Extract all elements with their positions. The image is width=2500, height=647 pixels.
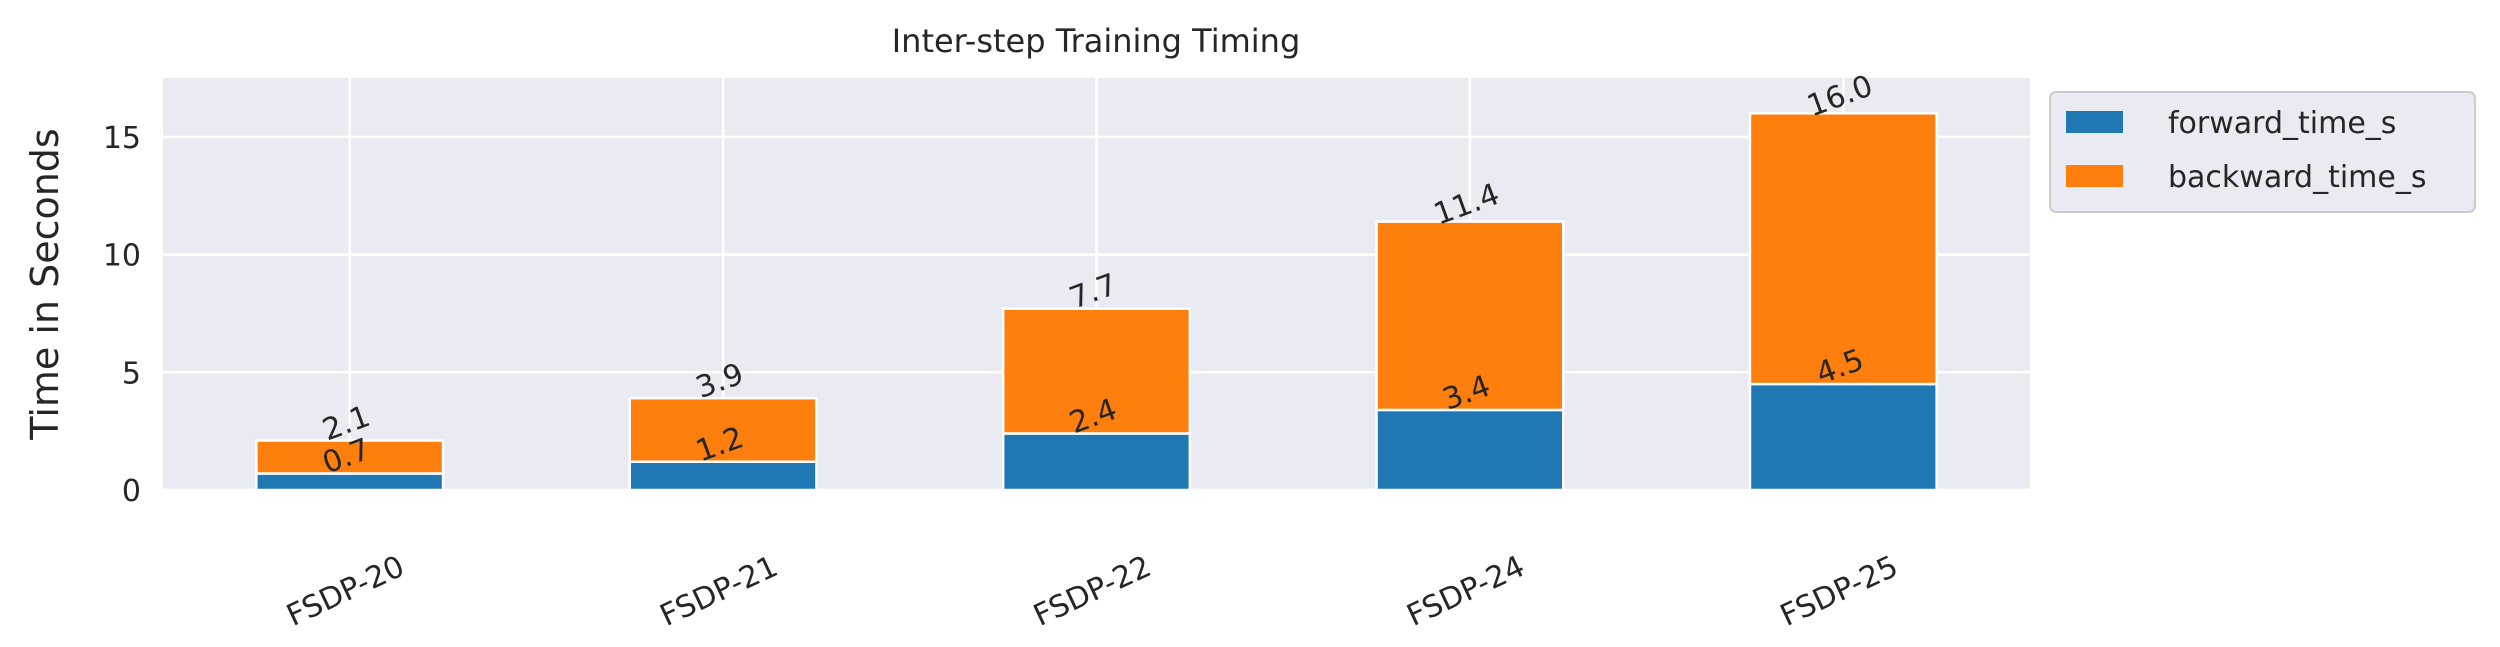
y-tick-label: 0 [122, 474, 141, 509]
bar-forward-time-s [1001, 432, 1192, 492]
chart-title: Inter-step Training Timing [892, 22, 1301, 60]
bars [255, 112, 1938, 492]
bar-backward-time-s [255, 439, 445, 475]
legend-swatch-forward [2066, 111, 2123, 133]
y-axis-label: Time in Seconds [23, 128, 67, 440]
legend-swatch-backward [2066, 165, 2123, 187]
x-axis-ticks: FSDP-20 FSDP-21 FSDP-22 FSDP-24 FSDP-25 [282, 549, 1904, 634]
legend-label-backward: backward_time_s [2168, 160, 2426, 195]
bar-forward-time-s [255, 472, 445, 492]
x-tick-label: FSDP-24 [1402, 549, 1530, 634]
y-tick-label: 10 [103, 239, 141, 274]
legend-label-forward: forward_time_s [2168, 106, 2396, 141]
bar-forward-time-s [1375, 408, 1565, 492]
bar-forward-time-s [1748, 382, 1938, 492]
bar-backward-time-s [1748, 112, 1938, 386]
y-tick-label: 5 [122, 356, 141, 391]
legend: forward_time_s backward_time_s [2049, 91, 2476, 213]
legend-frame [2049, 91, 2476, 213]
bar-backward-time-s [628, 396, 818, 463]
bar-backward-time-s [1375, 220, 1565, 412]
y-tick-label: 15 [103, 121, 141, 156]
bar-forward-time-s [628, 460, 818, 492]
x-tick-label: FSDP-21 [655, 549, 783, 634]
x-tick-label: FSDP-20 [282, 549, 410, 634]
x-tick-label: FSDP-25 [1775, 549, 1903, 634]
x-tick-label: FSDP-22 [1028, 549, 1156, 634]
bar-backward-time-s [1001, 307, 1192, 435]
y-axis-ticks: 0 5 10 15 [103, 121, 141, 509]
